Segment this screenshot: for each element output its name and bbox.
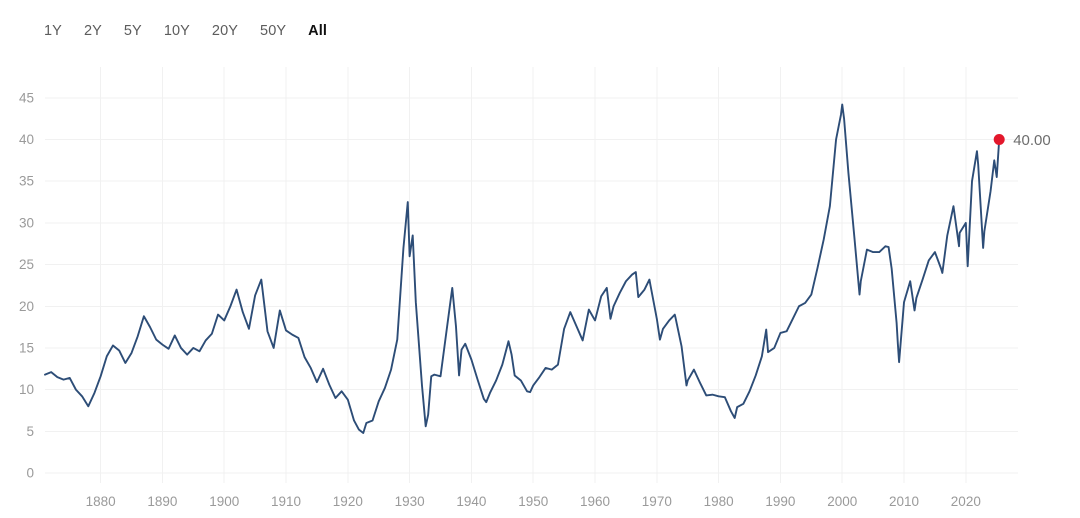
x-tick-label: 2020 [951,494,981,509]
x-tick-label: 1980 [704,494,734,509]
vertical-gridlines [100,67,967,483]
horizontal-gridlines [45,97,1018,474]
y-tick-label: 10 [19,382,34,397]
last-value-label: 40.00 [1013,132,1051,149]
y-tick-label: 40 [19,132,34,147]
y-tick-label: 25 [19,257,34,272]
range-button-10y[interactable]: 10Y [163,23,190,39]
y-tick-label: 35 [19,174,34,189]
y-tick-label: 45 [19,90,34,105]
x-axis-tick-labels: 1880 1890 1900 1910 1920 1930 1940 1950 1960 1970… [86,494,981,509]
x-tick-label: 1990 [765,494,795,509]
x-tick-label: 1950 [518,494,548,509]
x-tick-label: 1900 [209,494,239,509]
y-tick-label: 15 [19,340,34,355]
range-button-2y[interactable]: 2Y [83,23,102,39]
x-tick-label: 2010 [889,494,919,509]
range-selector: 1Y 2Y 5Y 10Y 20Y 50Y All [44,20,327,42]
x-tick-label: 1880 [86,494,116,509]
range-button-20y[interactable]: 20Y [211,23,239,39]
y-tick-label: 30 [19,215,34,230]
range-button-5y[interactable]: 5Y [123,23,142,39]
cape-ratio-series-line [44,103,1001,434]
range-button-50y[interactable]: 50Y [260,23,287,39]
range-button-1y[interactable]: 1Y [44,23,62,39]
x-tick-label: 1890 [147,494,177,509]
y-axis-tick-labels: 0 5 10 15 20 25 30 35 40 45 [19,90,34,480]
x-tick-label: 1960 [580,494,610,509]
x-tick-label: 2000 [827,494,857,509]
y-tick-label: 0 [26,466,34,481]
y-tick-label: 5 [26,424,34,439]
x-tick-label: 1910 [271,494,301,509]
range-button-all[interactable]: All [308,23,327,39]
chart-area: 0 5 10 15 20 25 30 35 40 45 1880 1890 1900 1910 1920 1… [0,60,1080,518]
x-tick-label: 1920 [333,494,363,509]
y-tick-label: 20 [19,299,34,314]
last-value-marker-dot [993,134,1005,146]
x-tick-label: 1930 [395,494,425,509]
x-tick-label: 1970 [642,494,672,509]
x-tick-label: 1940 [456,494,486,509]
